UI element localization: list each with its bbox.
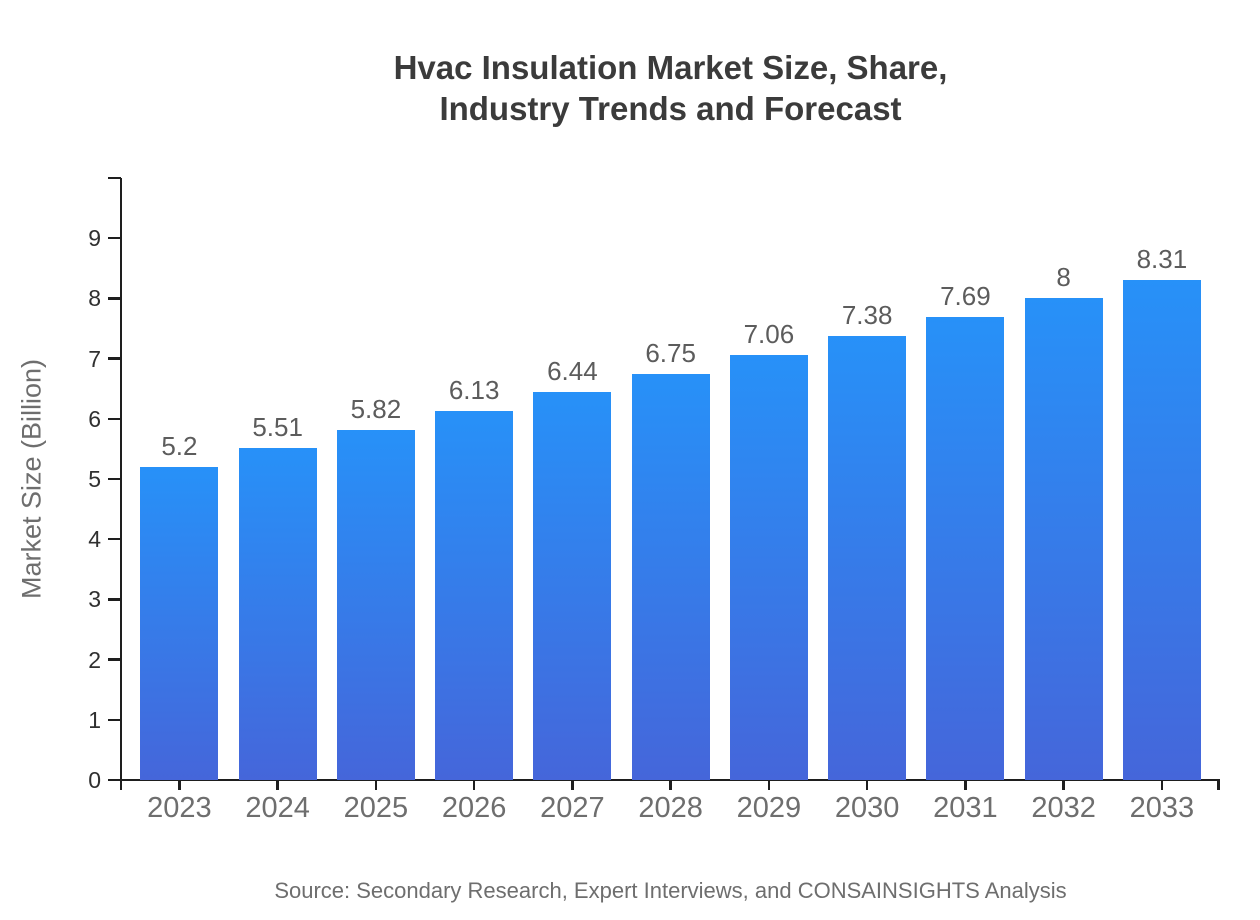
- y-axis-end-cap-tick: [108, 176, 121, 180]
- y-axis-spine: [119, 178, 123, 790]
- bar-value-label: 7.06: [743, 318, 795, 349]
- y-tick: [108, 236, 121, 240]
- x-tick: [374, 780, 378, 790]
- y-tick-label: 4: [88, 526, 101, 553]
- y-tick: [108, 357, 121, 360]
- y-axis-label: Market Size (Billion): [16, 358, 47, 600]
- x-axis-spine: [108, 778, 1220, 782]
- x-tick-label: 2023: [147, 792, 212, 824]
- x-tick-label: 2030: [834, 792, 900, 824]
- bar-value-label: 6.75: [645, 337, 696, 368]
- x-tick: [865, 780, 869, 790]
- x-tick: [964, 780, 967, 790]
- x-tick-label: 2026: [441, 792, 507, 824]
- x-tick-label: 2025: [343, 792, 409, 824]
- x-tick-label: 2024: [245, 792, 310, 824]
- source-note: Source: Secondary Research, Expert Inter…: [274, 878, 1067, 903]
- bar-value-label: 5.82: [350, 393, 402, 424]
- bar-value-label: 6.13: [448, 374, 500, 405]
- y-tick-label: 5: [88, 466, 101, 492]
- bar: [533, 392, 612, 780]
- y-tick: [108, 718, 121, 722]
- bar-value-label: 8.31: [1136, 243, 1188, 274]
- y-tick: [108, 598, 121, 601]
- bar: [238, 448, 317, 780]
- chart-title-line2: Industry Trends and Forecast: [439, 90, 902, 127]
- x-tick: [276, 780, 279, 790]
- bar: [828, 335, 907, 780]
- bar: [336, 429, 415, 780]
- x-tick: [1062, 780, 1065, 790]
- bar-value-label: 5.51: [252, 412, 303, 443]
- x-tick: [767, 780, 771, 790]
- y-tick-label: 2: [88, 646, 101, 673]
- y-tick: [108, 537, 121, 541]
- x-tick: [669, 780, 672, 790]
- bar: [435, 410, 514, 780]
- y-tick-label: 9: [88, 225, 101, 252]
- bar: [1024, 298, 1103, 780]
- chart-title: Hvac Insulation Market Size, Share, Indu…: [121, 47, 1220, 129]
- bar: [631, 373, 710, 780]
- y-tick: [108, 297, 121, 300]
- x-tick-label: 2027: [540, 792, 605, 824]
- x-tick-label: 2031: [933, 792, 998, 824]
- y-tick-label: 8: [88, 285, 101, 312]
- bar-value-label: 6.44: [547, 356, 598, 387]
- bar: [140, 466, 219, 780]
- bar-value-label: 7.69: [940, 281, 991, 312]
- x-tick: [571, 780, 574, 790]
- x-tick-label: 2033: [1129, 792, 1195, 824]
- y-tick-label: 6: [88, 405, 101, 432]
- x-tick: [178, 780, 181, 790]
- y-tick: [108, 778, 121, 782]
- x-tick: [1160, 780, 1164, 790]
- bar-value-label: 5.2: [161, 430, 198, 461]
- y-tick: [108, 477, 121, 481]
- x-tick-label: 2028: [638, 792, 703, 824]
- bar-value-label: 8: [1056, 262, 1071, 293]
- x-tick-label: 2029: [736, 792, 802, 824]
- bar-value-label: 7.38: [841, 299, 893, 330]
- y-tick: [108, 658, 121, 661]
- bar: [729, 354, 808, 780]
- y-tick-label: 3: [88, 586, 101, 613]
- x-axis-end-cap-tick: [1217, 780, 1220, 790]
- y-tick-label: 0: [88, 767, 101, 793]
- x-tick: [472, 780, 476, 790]
- y-tick: [108, 417, 121, 421]
- bar: [926, 317, 1005, 780]
- y-tick-label: 1: [88, 706, 101, 733]
- chart-title-line1: Hvac Insulation Market Size, Share,: [393, 49, 948, 86]
- x-tick-label: 2032: [1031, 792, 1096, 824]
- bar: [1122, 279, 1201, 780]
- y-tick-label: 7: [88, 345, 101, 372]
